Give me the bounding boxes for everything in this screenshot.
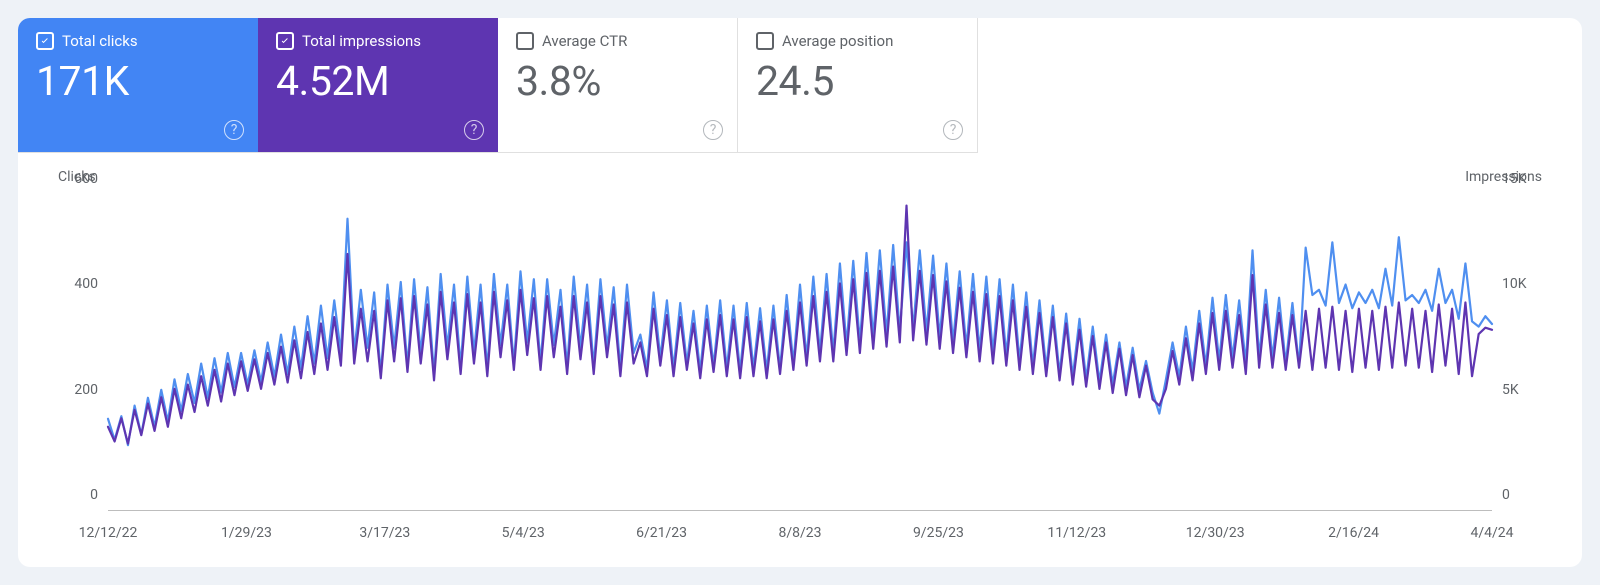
metric-cards-row: Total clicks 171K? Total impressions 4.52M?… bbox=[18, 18, 1582, 153]
checkbox-icon[interactable] bbox=[516, 32, 534, 50]
x-tick: 8/8/23 bbox=[778, 525, 821, 541]
y-tick-left: 600 bbox=[48, 171, 98, 187]
x-tick: 11/12/23 bbox=[1047, 525, 1106, 541]
metric-label: Total clicks bbox=[62, 32, 138, 50]
metric-label: Average position bbox=[782, 32, 893, 50]
metric-value: 171K bbox=[36, 58, 240, 106]
y-tick-left: 200 bbox=[48, 382, 98, 398]
x-tick: 2/16/24 bbox=[1328, 525, 1379, 541]
metric-card-average-ctr[interactable]: Average CTR 3.8%? bbox=[498, 18, 738, 153]
y-tick-left: 0 bbox=[48, 487, 98, 503]
plot-area: 020040060005K10K15K12/12/221/29/233/17/2… bbox=[108, 195, 1492, 511]
metric-header: Average CTR bbox=[516, 32, 719, 50]
help-icon[interactable]: ? bbox=[943, 120, 963, 140]
series-clicks bbox=[108, 219, 1492, 445]
metric-value: 24.5 bbox=[756, 58, 959, 106]
y-tick-right: 5K bbox=[1502, 382, 1552, 398]
x-tick: 6/21/23 bbox=[636, 525, 687, 541]
metric-label: Total impressions bbox=[302, 32, 421, 50]
metric-header: Average position bbox=[756, 32, 959, 50]
x-tick: 9/25/23 bbox=[913, 525, 964, 541]
x-tick: 1/29/23 bbox=[221, 525, 272, 541]
x-tick: 12/12/22 bbox=[79, 525, 138, 541]
help-icon[interactable]: ? bbox=[464, 120, 484, 140]
metric-value: 4.52M bbox=[276, 58, 480, 106]
x-tick: 5/4/23 bbox=[502, 525, 545, 541]
series-impressions bbox=[108, 206, 1492, 444]
metric-header: Total clicks bbox=[36, 32, 240, 50]
x-tick: 3/17/23 bbox=[359, 525, 410, 541]
checkbox-icon[interactable] bbox=[36, 32, 54, 50]
y-tick-right: 0 bbox=[1502, 487, 1552, 503]
help-icon[interactable]: ? bbox=[224, 120, 244, 140]
performance-panel: Total clicks 171K? Total impressions 4.52M?… bbox=[18, 18, 1582, 567]
metric-card-average-position[interactable]: Average position 24.5? bbox=[738, 18, 978, 153]
checkbox-icon[interactable] bbox=[756, 32, 774, 50]
help-icon[interactable]: ? bbox=[703, 120, 723, 140]
y-tick-right: 10K bbox=[1502, 276, 1552, 292]
performance-chart: Clicks Impressions 020040060005K10K15K12… bbox=[18, 153, 1582, 567]
metric-value: 3.8% bbox=[516, 58, 719, 106]
metric-label: Average CTR bbox=[542, 32, 627, 50]
x-tick: 4/4/24 bbox=[1470, 525, 1513, 541]
y-tick-right: 15K bbox=[1502, 171, 1552, 187]
checkbox-icon[interactable] bbox=[276, 32, 294, 50]
y-tick-left: 400 bbox=[48, 276, 98, 292]
metric-card-total-clicks[interactable]: Total clicks 171K? bbox=[18, 18, 258, 153]
metric-card-total-impressions[interactable]: Total impressions 4.52M? bbox=[258, 18, 498, 153]
x-tick: 12/30/23 bbox=[1186, 525, 1245, 541]
metric-header: Total impressions bbox=[276, 32, 480, 50]
